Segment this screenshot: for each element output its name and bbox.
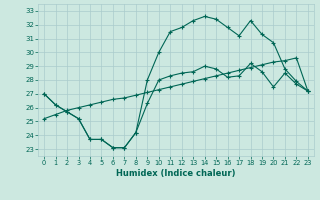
X-axis label: Humidex (Indice chaleur): Humidex (Indice chaleur) [116,169,236,178]
